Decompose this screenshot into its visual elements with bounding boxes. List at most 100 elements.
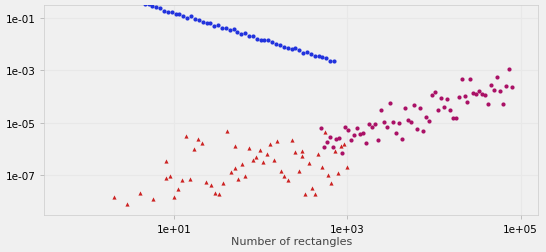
Point <box>270 159 278 163</box>
Point <box>168 11 176 15</box>
Point <box>241 174 250 178</box>
Point <box>416 106 424 110</box>
Point <box>371 123 379 127</box>
Point <box>317 165 326 169</box>
Point <box>301 193 310 197</box>
Point <box>190 147 199 151</box>
Point <box>362 141 371 145</box>
Point <box>264 39 273 43</box>
Point <box>230 167 239 171</box>
Point <box>256 39 265 43</box>
Point <box>291 47 300 51</box>
Point <box>418 129 427 133</box>
Point <box>156 7 164 11</box>
Point <box>272 42 281 46</box>
Point <box>165 174 174 178</box>
Point <box>330 150 339 154</box>
Point <box>210 25 218 29</box>
Point <box>454 96 463 100</box>
Point <box>508 85 517 89</box>
Point <box>299 52 307 56</box>
Point <box>460 94 469 99</box>
Point <box>332 137 341 141</box>
Point <box>171 13 180 17</box>
Point <box>206 183 215 187</box>
Point <box>210 192 219 196</box>
Point <box>287 138 296 142</box>
Point <box>144 3 153 7</box>
Point <box>410 103 418 107</box>
Point <box>493 76 502 80</box>
Point <box>237 33 246 37</box>
Point <box>317 127 326 131</box>
Point <box>436 97 445 101</box>
Point <box>330 60 339 64</box>
Point <box>170 195 179 199</box>
Point <box>391 132 400 136</box>
Point <box>340 143 348 147</box>
Point <box>326 136 335 140</box>
Point <box>276 44 284 48</box>
Point <box>318 55 327 59</box>
Point <box>430 90 439 94</box>
Point <box>122 202 131 206</box>
Point <box>326 59 335 63</box>
Point <box>230 145 239 149</box>
Point <box>496 89 505 93</box>
Point <box>320 145 329 149</box>
Point <box>280 174 289 178</box>
Point <box>227 170 235 174</box>
Point <box>379 121 388 125</box>
Point <box>304 162 313 166</box>
Point <box>347 138 355 142</box>
Point <box>260 39 269 43</box>
Point <box>225 29 234 33</box>
Point <box>377 108 385 112</box>
Point <box>367 125 376 129</box>
Point <box>148 5 157 9</box>
Point <box>322 56 331 60</box>
Point <box>187 15 195 19</box>
Point <box>343 165 352 169</box>
Point <box>245 146 253 150</box>
Point <box>183 17 192 21</box>
Point <box>277 169 286 173</box>
Point <box>490 88 498 92</box>
Point <box>359 131 367 135</box>
Point <box>389 120 397 124</box>
Point <box>152 7 161 11</box>
Point <box>324 173 333 177</box>
Point <box>323 140 332 144</box>
Point <box>164 11 173 15</box>
Point <box>283 46 292 50</box>
Point <box>505 67 514 71</box>
Point <box>202 22 211 26</box>
Point <box>356 132 365 136</box>
Point <box>321 131 329 135</box>
Point <box>179 15 188 19</box>
Point <box>353 126 361 130</box>
Point <box>338 152 347 156</box>
Point <box>290 150 299 154</box>
Point <box>403 119 412 123</box>
Point <box>350 133 359 137</box>
Point <box>194 19 203 23</box>
X-axis label: Number of rectangles: Number of rectangles <box>230 237 352 246</box>
Point <box>422 115 430 119</box>
Point <box>229 28 238 32</box>
Point <box>434 109 442 113</box>
Point <box>469 92 478 96</box>
Point <box>133 0 141 3</box>
Point <box>478 92 487 97</box>
Point <box>484 103 492 107</box>
Point <box>198 142 207 146</box>
Point <box>186 177 194 181</box>
Point <box>311 193 319 197</box>
Point <box>256 148 264 152</box>
Point <box>182 135 191 139</box>
Point <box>365 122 373 126</box>
Point <box>406 121 415 125</box>
Point <box>298 149 306 153</box>
Point <box>136 1 145 5</box>
Point <box>202 181 211 185</box>
